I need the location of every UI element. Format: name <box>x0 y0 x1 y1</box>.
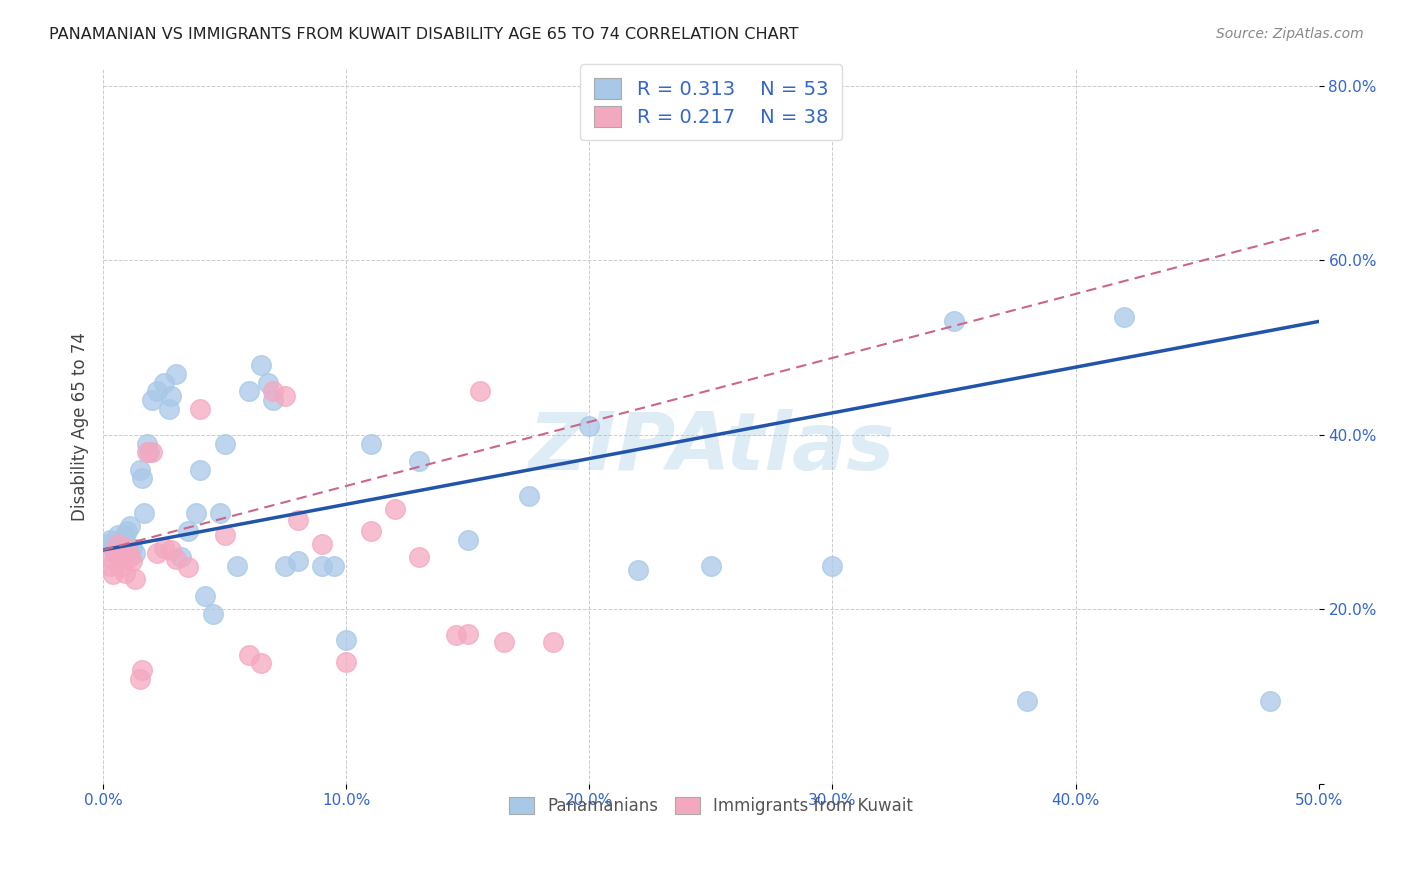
Point <box>190 463 212 477</box>
Point <box>360 436 382 450</box>
Point <box>250 358 273 372</box>
Point <box>323 558 346 573</box>
Point <box>541 635 564 649</box>
Point <box>257 376 280 390</box>
Point <box>274 558 297 573</box>
Point <box>194 589 217 603</box>
Point <box>578 419 600 434</box>
Point <box>97 549 120 564</box>
Point <box>165 367 187 381</box>
Point <box>821 558 844 573</box>
Point <box>111 551 134 566</box>
Point <box>360 524 382 538</box>
Point <box>170 549 193 564</box>
Legend: Panamanians, Immigrants from Kuwait: Panamanians, Immigrants from Kuwait <box>499 788 922 825</box>
Point <box>225 558 247 573</box>
Point <box>214 528 236 542</box>
Point <box>135 445 157 459</box>
Point <box>468 384 491 399</box>
Point <box>100 533 122 547</box>
Point <box>124 572 146 586</box>
Point <box>1258 694 1281 708</box>
Point <box>104 546 127 560</box>
Point <box>117 541 139 556</box>
Point <box>457 626 479 640</box>
Point <box>1114 310 1136 324</box>
Point <box>145 546 167 560</box>
Point <box>138 445 160 459</box>
Point <box>160 543 183 558</box>
Point <box>97 537 120 551</box>
Point <box>274 388 297 402</box>
Point <box>494 635 516 649</box>
Point <box>135 436 157 450</box>
Point <box>128 463 150 477</box>
Point <box>177 560 200 574</box>
Point <box>287 513 309 527</box>
Point <box>165 551 187 566</box>
Point <box>100 558 122 573</box>
Point <box>335 655 357 669</box>
Point <box>128 672 150 686</box>
Text: PANAMANIAN VS IMMIGRANTS FROM KUWAIT DISABILITY AGE 65 TO 74 CORRELATION CHART: PANAMANIAN VS IMMIGRANTS FROM KUWAIT DIS… <box>49 27 799 42</box>
Point <box>408 454 430 468</box>
Point <box>262 384 284 399</box>
Point <box>184 507 207 521</box>
Point <box>311 558 333 573</box>
Point <box>117 524 139 538</box>
Point <box>114 528 136 542</box>
Point <box>384 502 406 516</box>
Point <box>201 607 224 621</box>
Point <box>153 541 176 556</box>
Point <box>108 560 131 574</box>
Point <box>134 507 156 521</box>
Point <box>517 489 540 503</box>
Point <box>131 664 153 678</box>
Point <box>107 528 129 542</box>
Point <box>114 566 136 580</box>
Point <box>444 628 467 642</box>
Point <box>1015 694 1038 708</box>
Point <box>118 549 141 564</box>
Point <box>177 524 200 538</box>
Point <box>111 537 134 551</box>
Point <box>208 507 231 521</box>
Point <box>107 537 129 551</box>
Point <box>190 401 212 416</box>
Point <box>457 533 479 547</box>
Point <box>118 519 141 533</box>
Point <box>238 648 260 662</box>
Point <box>157 401 180 416</box>
Point <box>408 549 430 564</box>
Point <box>287 554 309 568</box>
Point <box>250 657 273 671</box>
Point <box>145 384 167 399</box>
Point <box>214 436 236 450</box>
Point <box>262 392 284 407</box>
Point <box>141 445 163 459</box>
Y-axis label: Disability Age 65 to 74: Disability Age 65 to 74 <box>72 332 89 521</box>
Point <box>131 471 153 485</box>
Point <box>311 537 333 551</box>
Point <box>104 546 127 560</box>
Point <box>141 392 163 407</box>
Point <box>153 376 176 390</box>
Text: ZIPAtlas: ZIPAtlas <box>527 409 894 486</box>
Point <box>101 567 124 582</box>
Point <box>238 384 260 399</box>
Point <box>700 558 723 573</box>
Point <box>101 541 124 556</box>
Point <box>160 388 183 402</box>
Point <box>335 632 357 647</box>
Text: Source: ZipAtlas.com: Source: ZipAtlas.com <box>1216 27 1364 41</box>
Point <box>124 546 146 560</box>
Point <box>943 314 966 328</box>
Point <box>121 554 143 568</box>
Point <box>121 541 143 556</box>
Point <box>627 563 650 577</box>
Point <box>108 549 131 564</box>
